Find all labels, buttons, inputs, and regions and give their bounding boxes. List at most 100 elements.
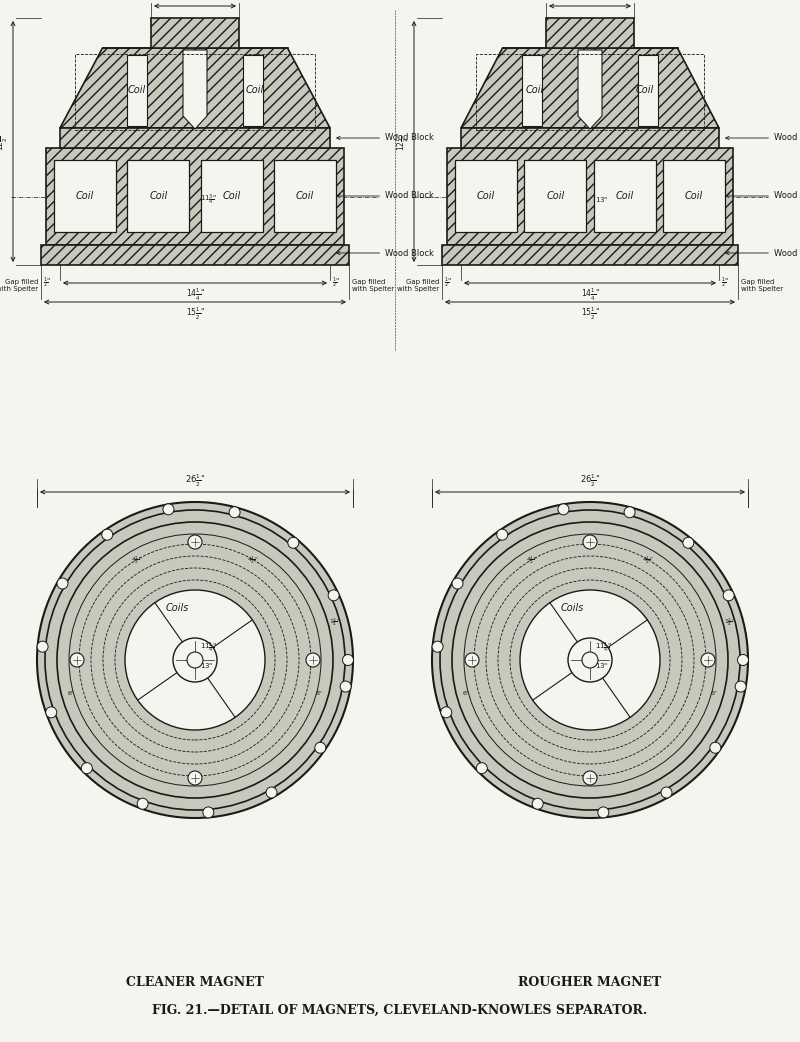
Circle shape <box>432 502 748 818</box>
Bar <box>524 160 586 232</box>
Text: $4\frac{1}{2}$": $4\frac{1}{2}$" <box>131 553 143 566</box>
Text: Coil: Coil <box>615 191 634 201</box>
Circle shape <box>46 706 57 718</box>
Bar <box>442 245 738 265</box>
Text: Coil: Coil <box>246 85 264 95</box>
Circle shape <box>723 590 734 601</box>
Text: $11\frac{1}{2}$": $11\frac{1}{2}$" <box>581 0 599 3</box>
Circle shape <box>125 590 265 730</box>
Circle shape <box>558 504 569 515</box>
Text: Coil: Coil <box>128 85 146 95</box>
Circle shape <box>520 590 660 730</box>
Circle shape <box>266 787 277 798</box>
Bar <box>41 245 349 265</box>
Circle shape <box>70 653 84 667</box>
Circle shape <box>476 763 487 774</box>
Circle shape <box>187 652 203 668</box>
Text: Gap filled
with Spelter: Gap filled with Spelter <box>0 279 38 292</box>
Bar <box>243 55 263 126</box>
Text: $\frac{1}{2}$": $\frac{1}{2}$" <box>721 276 730 290</box>
Circle shape <box>532 798 543 810</box>
Text: Wood Block: Wood Block <box>726 133 800 143</box>
Circle shape <box>497 529 508 540</box>
Text: FIG. 21.—DETAIL OF MAGNETS, CLEVELAND-KNOWLES SEPARATOR.: FIG. 21.—DETAIL OF MAGNETS, CLEVELAND-KN… <box>152 1003 648 1017</box>
Text: Gap filled
with Spelter: Gap filled with Spelter <box>397 279 439 292</box>
Bar <box>46 148 344 245</box>
Text: $\frac{1}{2}$": $\frac{1}{2}$" <box>43 276 52 290</box>
Text: Wood Block: Wood Block <box>726 248 800 257</box>
Circle shape <box>583 535 597 549</box>
Text: $\frac{1}{2}$": $\frac{1}{2}$" <box>332 276 341 290</box>
Circle shape <box>598 807 609 818</box>
Circle shape <box>37 502 353 818</box>
Bar <box>127 55 147 126</box>
Text: Coil: Coil <box>150 191 167 201</box>
Bar <box>455 160 517 232</box>
Text: Wood Block: Wood Block <box>726 192 800 200</box>
Bar <box>522 55 542 126</box>
Polygon shape <box>183 50 207 129</box>
Text: $4\frac{1}{2}$": $4\frac{1}{2}$" <box>642 553 654 566</box>
Text: $26\frac{1}{2}$": $26\frac{1}{2}$" <box>580 473 600 489</box>
Text: Coil: Coil <box>546 191 565 201</box>
Circle shape <box>465 653 479 667</box>
Text: Coil: Coil <box>222 191 241 201</box>
Text: $6$": $6$" <box>462 689 470 697</box>
Text: Gap filled
with Spelter: Gap filled with Spelter <box>741 279 783 292</box>
Text: Coil: Coil <box>685 191 703 201</box>
Text: $6$": $6$" <box>710 689 718 697</box>
Text: Coil: Coil <box>76 191 94 201</box>
Text: $26\frac{1}{2}$": $26\frac{1}{2}$" <box>185 473 206 489</box>
Bar <box>663 160 725 232</box>
Text: $\frac{1}{2}$": $\frac{1}{2}$" <box>445 276 453 290</box>
Text: $12\frac{1}{2}$": $12\frac{1}{2}$" <box>395 132 411 151</box>
Polygon shape <box>461 48 719 128</box>
Text: Wood Block: Wood Block <box>337 192 434 200</box>
Text: $14\frac{1}{4}$": $14\frac{1}{4}$" <box>581 287 599 303</box>
Circle shape <box>683 538 694 548</box>
Text: $15\frac{1}{2}$": $15\frac{1}{2}$" <box>581 306 599 322</box>
Circle shape <box>188 771 202 785</box>
Text: $1\frac{3}{4}$": $1\frac{3}{4}$" <box>724 617 736 628</box>
Text: $6$": $6$" <box>67 689 75 697</box>
Text: Coils: Coils <box>166 603 189 613</box>
Polygon shape <box>578 50 602 129</box>
Circle shape <box>173 638 217 683</box>
Text: $12\frac{1}{2}$": $12\frac{1}{2}$" <box>0 132 10 151</box>
Circle shape <box>328 590 339 601</box>
Circle shape <box>441 706 452 718</box>
Bar <box>274 160 336 232</box>
Text: $6$": $6$" <box>314 689 322 697</box>
Circle shape <box>315 742 326 753</box>
Circle shape <box>710 742 721 753</box>
Circle shape <box>735 681 746 692</box>
Bar <box>127 160 190 232</box>
Circle shape <box>432 641 443 652</box>
Text: Wood Block: Wood Block <box>337 248 434 257</box>
Text: $11\frac{1}{2}$": $11\frac{1}{2}$" <box>186 0 205 3</box>
Bar <box>54 160 116 232</box>
Bar <box>546 18 634 48</box>
Circle shape <box>57 578 68 589</box>
Circle shape <box>163 504 174 515</box>
Text: $4\frac{1}{2}$": $4\frac{1}{2}$" <box>526 553 538 566</box>
Text: Coil: Coil <box>477 191 495 201</box>
Circle shape <box>229 506 240 518</box>
Bar <box>60 128 330 148</box>
Text: $14\frac{1}{4}$": $14\frac{1}{4}$" <box>186 287 205 303</box>
Circle shape <box>306 653 320 667</box>
Text: $13$": $13$" <box>200 661 214 670</box>
Text: $11\frac{3}{4}$": $11\frac{3}{4}$" <box>200 193 218 207</box>
Circle shape <box>582 652 598 668</box>
Circle shape <box>440 510 740 810</box>
Circle shape <box>452 578 463 589</box>
Text: $1\frac{3}{4}$": $1\frac{3}{4}$" <box>329 617 341 628</box>
Circle shape <box>37 641 48 652</box>
Text: $15\frac{1}{2}$": $15\frac{1}{2}$" <box>186 306 205 322</box>
Bar <box>461 128 719 148</box>
Circle shape <box>738 654 749 666</box>
Bar <box>594 160 656 232</box>
Text: Coil: Coil <box>296 191 314 201</box>
Text: Gap filled
with Spelter: Gap filled with Spelter <box>352 279 394 292</box>
Text: ROUGHER MAGNET: ROUGHER MAGNET <box>518 975 662 989</box>
